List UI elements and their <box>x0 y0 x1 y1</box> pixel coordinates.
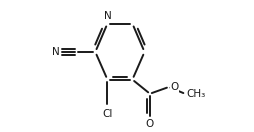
Text: N: N <box>52 47 60 57</box>
Text: O: O <box>170 82 178 92</box>
Text: N: N <box>104 11 111 21</box>
Text: CH₃: CH₃ <box>186 89 205 99</box>
Text: O: O <box>146 119 154 129</box>
Text: Cl: Cl <box>102 109 113 119</box>
